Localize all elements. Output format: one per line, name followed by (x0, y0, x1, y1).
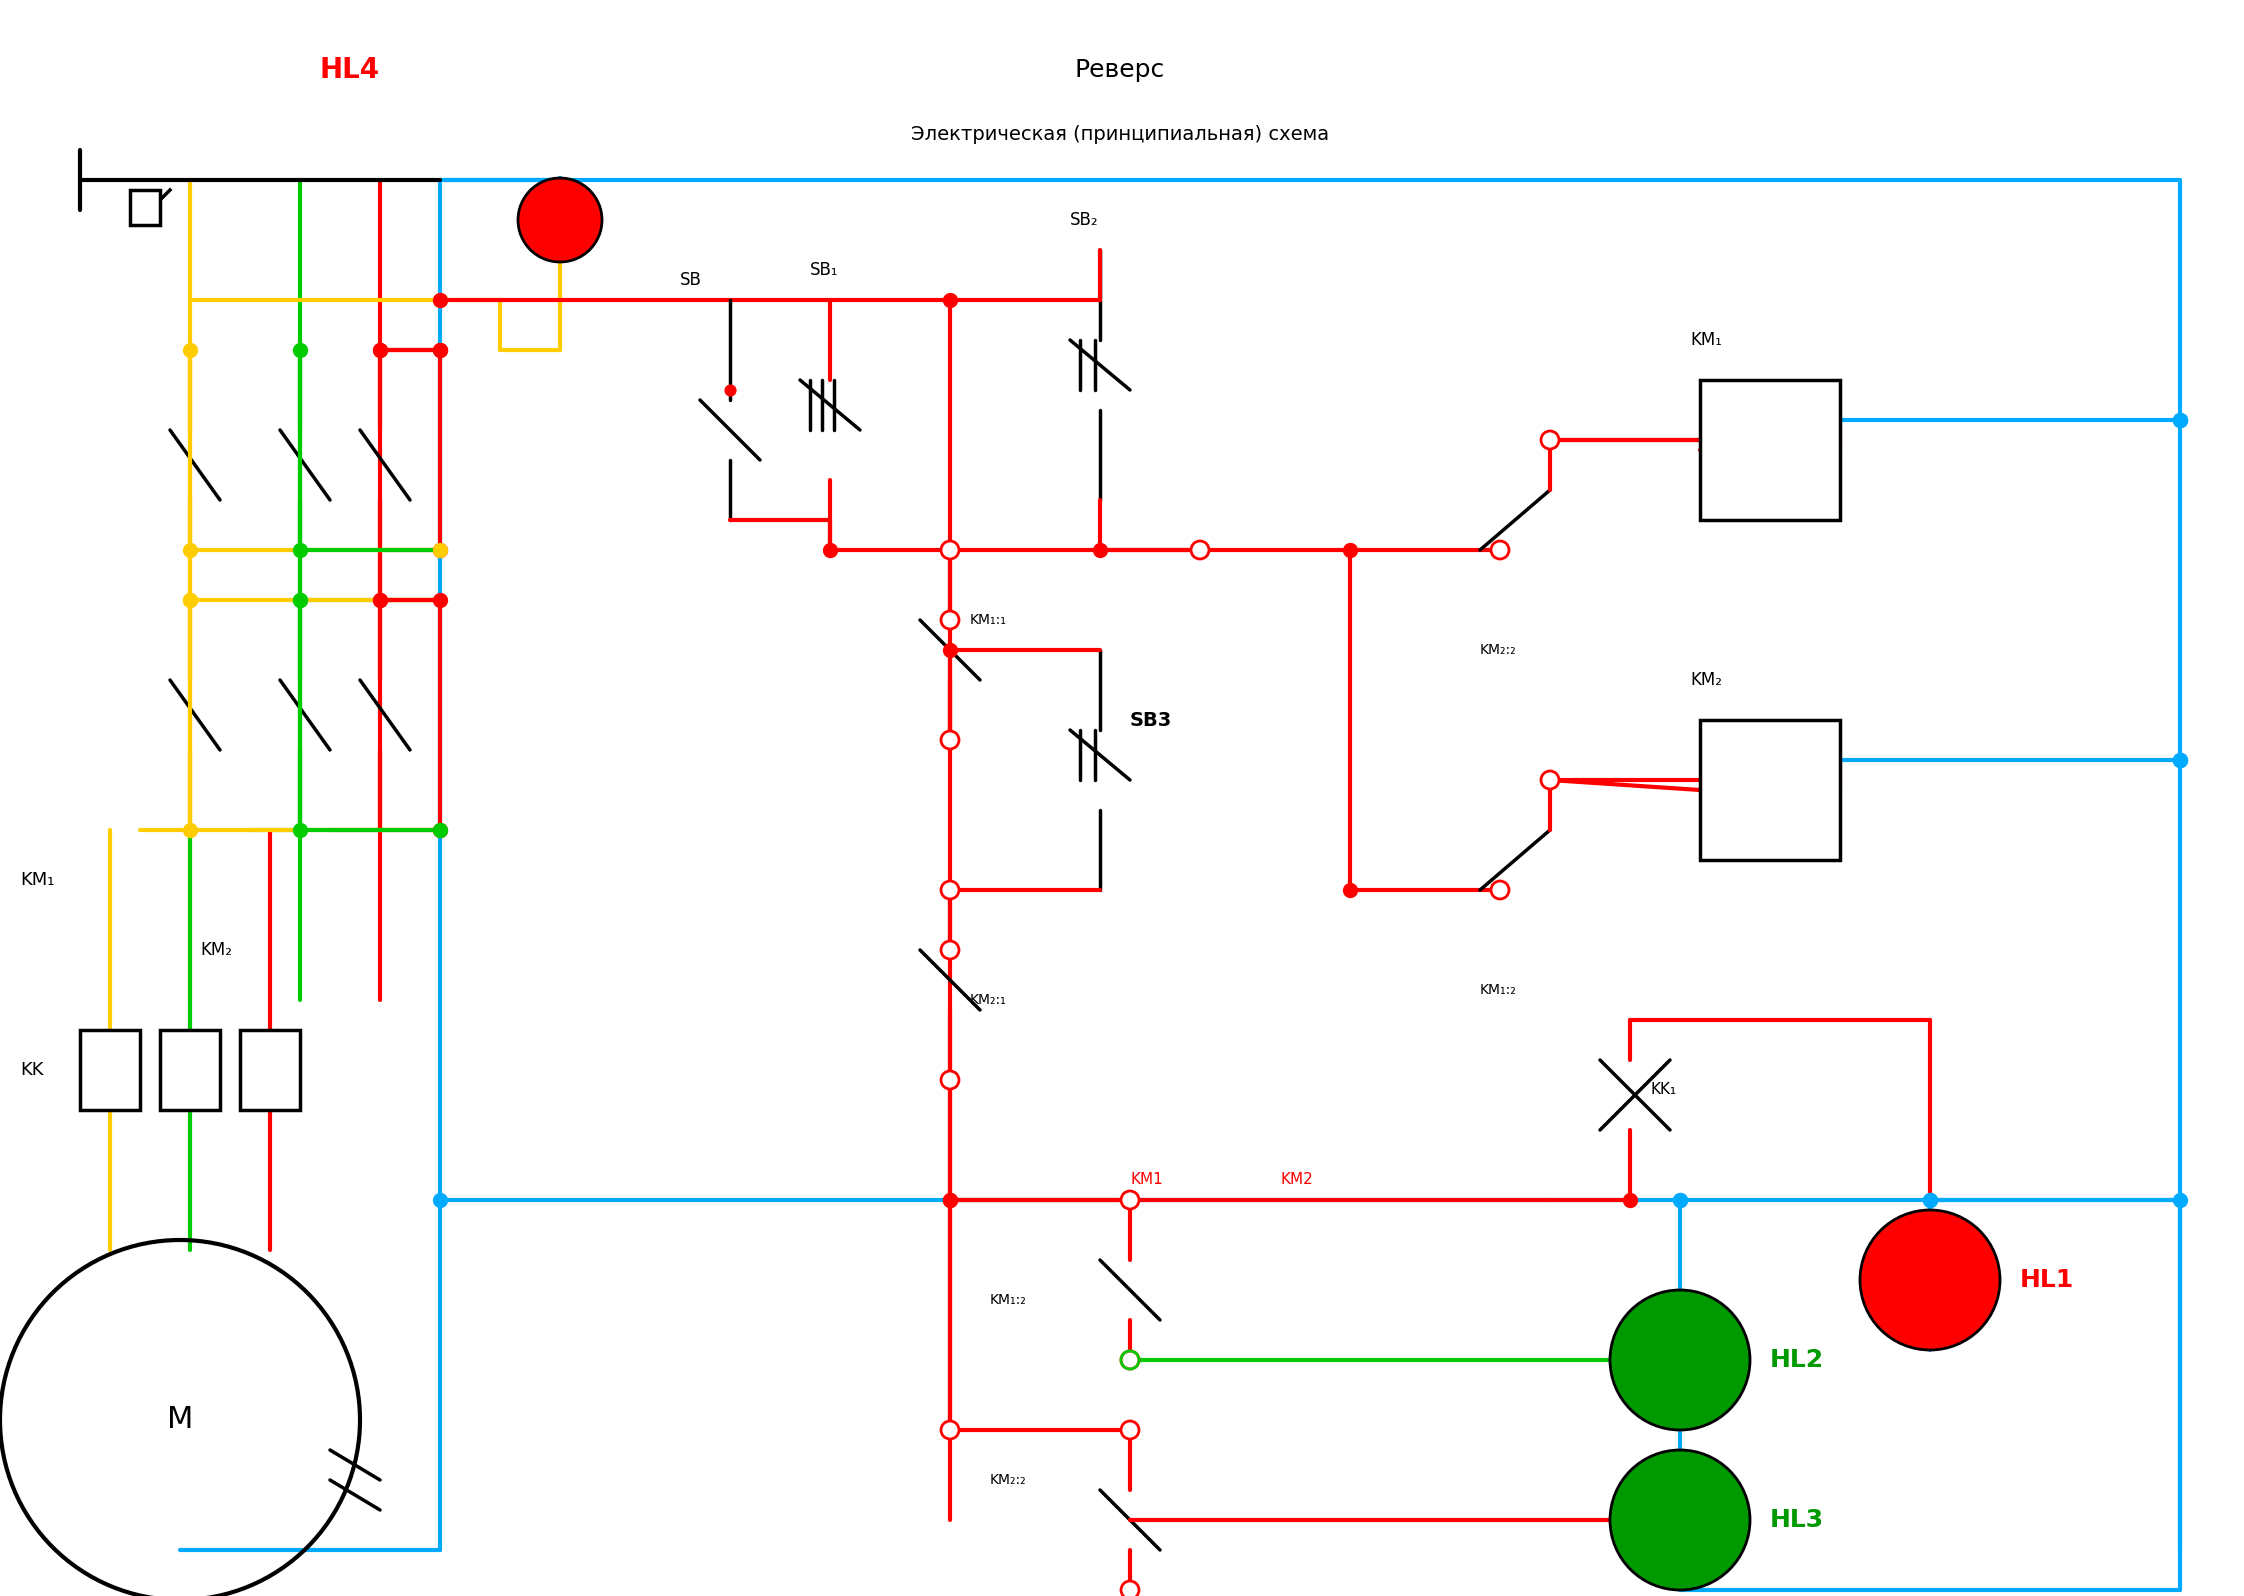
Point (1082, 538, 1118, 563)
Point (2161, 747, 2197, 772)
Text: HL2: HL2 (1771, 1349, 1824, 1373)
Point (422, 817, 458, 843)
Text: SB₂: SB₂ (1070, 211, 1100, 228)
Point (1663, 1187, 1699, 1213)
Circle shape (1490, 541, 1508, 559)
Point (422, 287, 458, 313)
Circle shape (940, 541, 958, 559)
Text: KM₂:₂: KM₂:₂ (1481, 643, 1517, 658)
Text: SB₁: SB₁ (810, 262, 839, 279)
Circle shape (1542, 771, 1560, 788)
Point (1611, 1187, 1647, 1213)
Text: KK: KK (20, 1061, 43, 1079)
Circle shape (940, 881, 958, 899)
Point (173, 538, 209, 563)
Text: KM₂: KM₂ (200, 942, 231, 959)
Text: KM₁:₁: KM₁:₁ (969, 613, 1008, 627)
Point (422, 337, 458, 362)
Circle shape (940, 942, 958, 959)
Point (931, 1187, 967, 1213)
Point (2161, 747, 2197, 772)
Point (931, 287, 967, 313)
Text: Электрическая (принципиальная) схема: Электрическая (принципиальная) схема (911, 126, 1328, 145)
Point (361, 337, 397, 362)
Bar (130, 190, 159, 225)
Point (1333, 878, 1369, 903)
Circle shape (940, 731, 958, 749)
Text: KM₁: KM₁ (20, 871, 54, 889)
Point (2161, 747, 2197, 772)
Circle shape (1122, 1191, 1140, 1210)
Point (422, 587, 458, 613)
Text: KM₁:₂: KM₁:₂ (1481, 983, 1517, 998)
Text: KM2: KM2 (1279, 1173, 1313, 1187)
Point (361, 587, 397, 613)
Point (812, 538, 848, 563)
Point (422, 1187, 458, 1213)
Text: KM₂: KM₂ (1690, 670, 1721, 689)
Bar (240, 1029, 301, 1109)
Text: Реверс: Реверс (1075, 57, 1165, 81)
Point (2161, 407, 2197, 433)
Circle shape (1122, 1582, 1140, 1596)
Circle shape (1122, 1350, 1140, 1369)
Circle shape (1122, 1420, 1140, 1440)
Point (931, 637, 967, 662)
Circle shape (1860, 1210, 1999, 1350)
Circle shape (940, 1071, 958, 1088)
Bar (159, 1029, 220, 1109)
Text: SB: SB (680, 271, 702, 289)
Bar (1701, 380, 1840, 520)
Point (361, 337, 397, 362)
Text: HL3: HL3 (1771, 1508, 1824, 1532)
Point (361, 587, 397, 613)
Circle shape (940, 1420, 958, 1440)
Circle shape (1542, 431, 1560, 448)
Point (173, 587, 209, 613)
Circle shape (1490, 881, 1508, 899)
Text: KM₁:₂: KM₁:₂ (990, 1293, 1028, 1307)
Point (1663, 1187, 1699, 1213)
Text: KM1: KM1 (1131, 1173, 1162, 1187)
Point (283, 587, 319, 613)
Circle shape (518, 179, 601, 262)
Text: М: М (166, 1406, 193, 1435)
Circle shape (1122, 1350, 1140, 1369)
Point (283, 337, 319, 362)
Text: KM₁: KM₁ (1690, 330, 1721, 350)
Text: SB3: SB3 (1131, 710, 1171, 729)
Point (283, 587, 319, 613)
Point (2161, 407, 2197, 433)
Point (422, 817, 458, 843)
Text: HL1: HL1 (2020, 1267, 2073, 1293)
Circle shape (1192, 541, 1210, 559)
Text: KM₂:₂: KM₂:₂ (990, 1473, 1026, 1487)
Point (422, 337, 458, 362)
Point (1333, 538, 1369, 563)
Point (931, 1187, 967, 1213)
Text: KK₁: KK₁ (1649, 1082, 1676, 1098)
Point (422, 538, 458, 563)
Bar (1701, 720, 1840, 860)
Point (422, 287, 458, 313)
Point (173, 337, 209, 362)
Point (422, 538, 458, 563)
Point (1912, 1187, 1948, 1213)
Point (2161, 1187, 2197, 1213)
Point (283, 538, 319, 563)
Point (173, 817, 209, 843)
Circle shape (940, 611, 958, 629)
Text: HL4: HL4 (321, 56, 379, 85)
Point (2161, 407, 2197, 433)
Circle shape (1609, 1451, 1750, 1590)
Point (173, 587, 209, 613)
Circle shape (1609, 1290, 1750, 1430)
Bar (81, 1029, 139, 1109)
Text: KM₂:₁: KM₂:₁ (969, 993, 1008, 1007)
Point (283, 817, 319, 843)
Point (711, 377, 747, 402)
Point (1912, 1187, 1948, 1213)
